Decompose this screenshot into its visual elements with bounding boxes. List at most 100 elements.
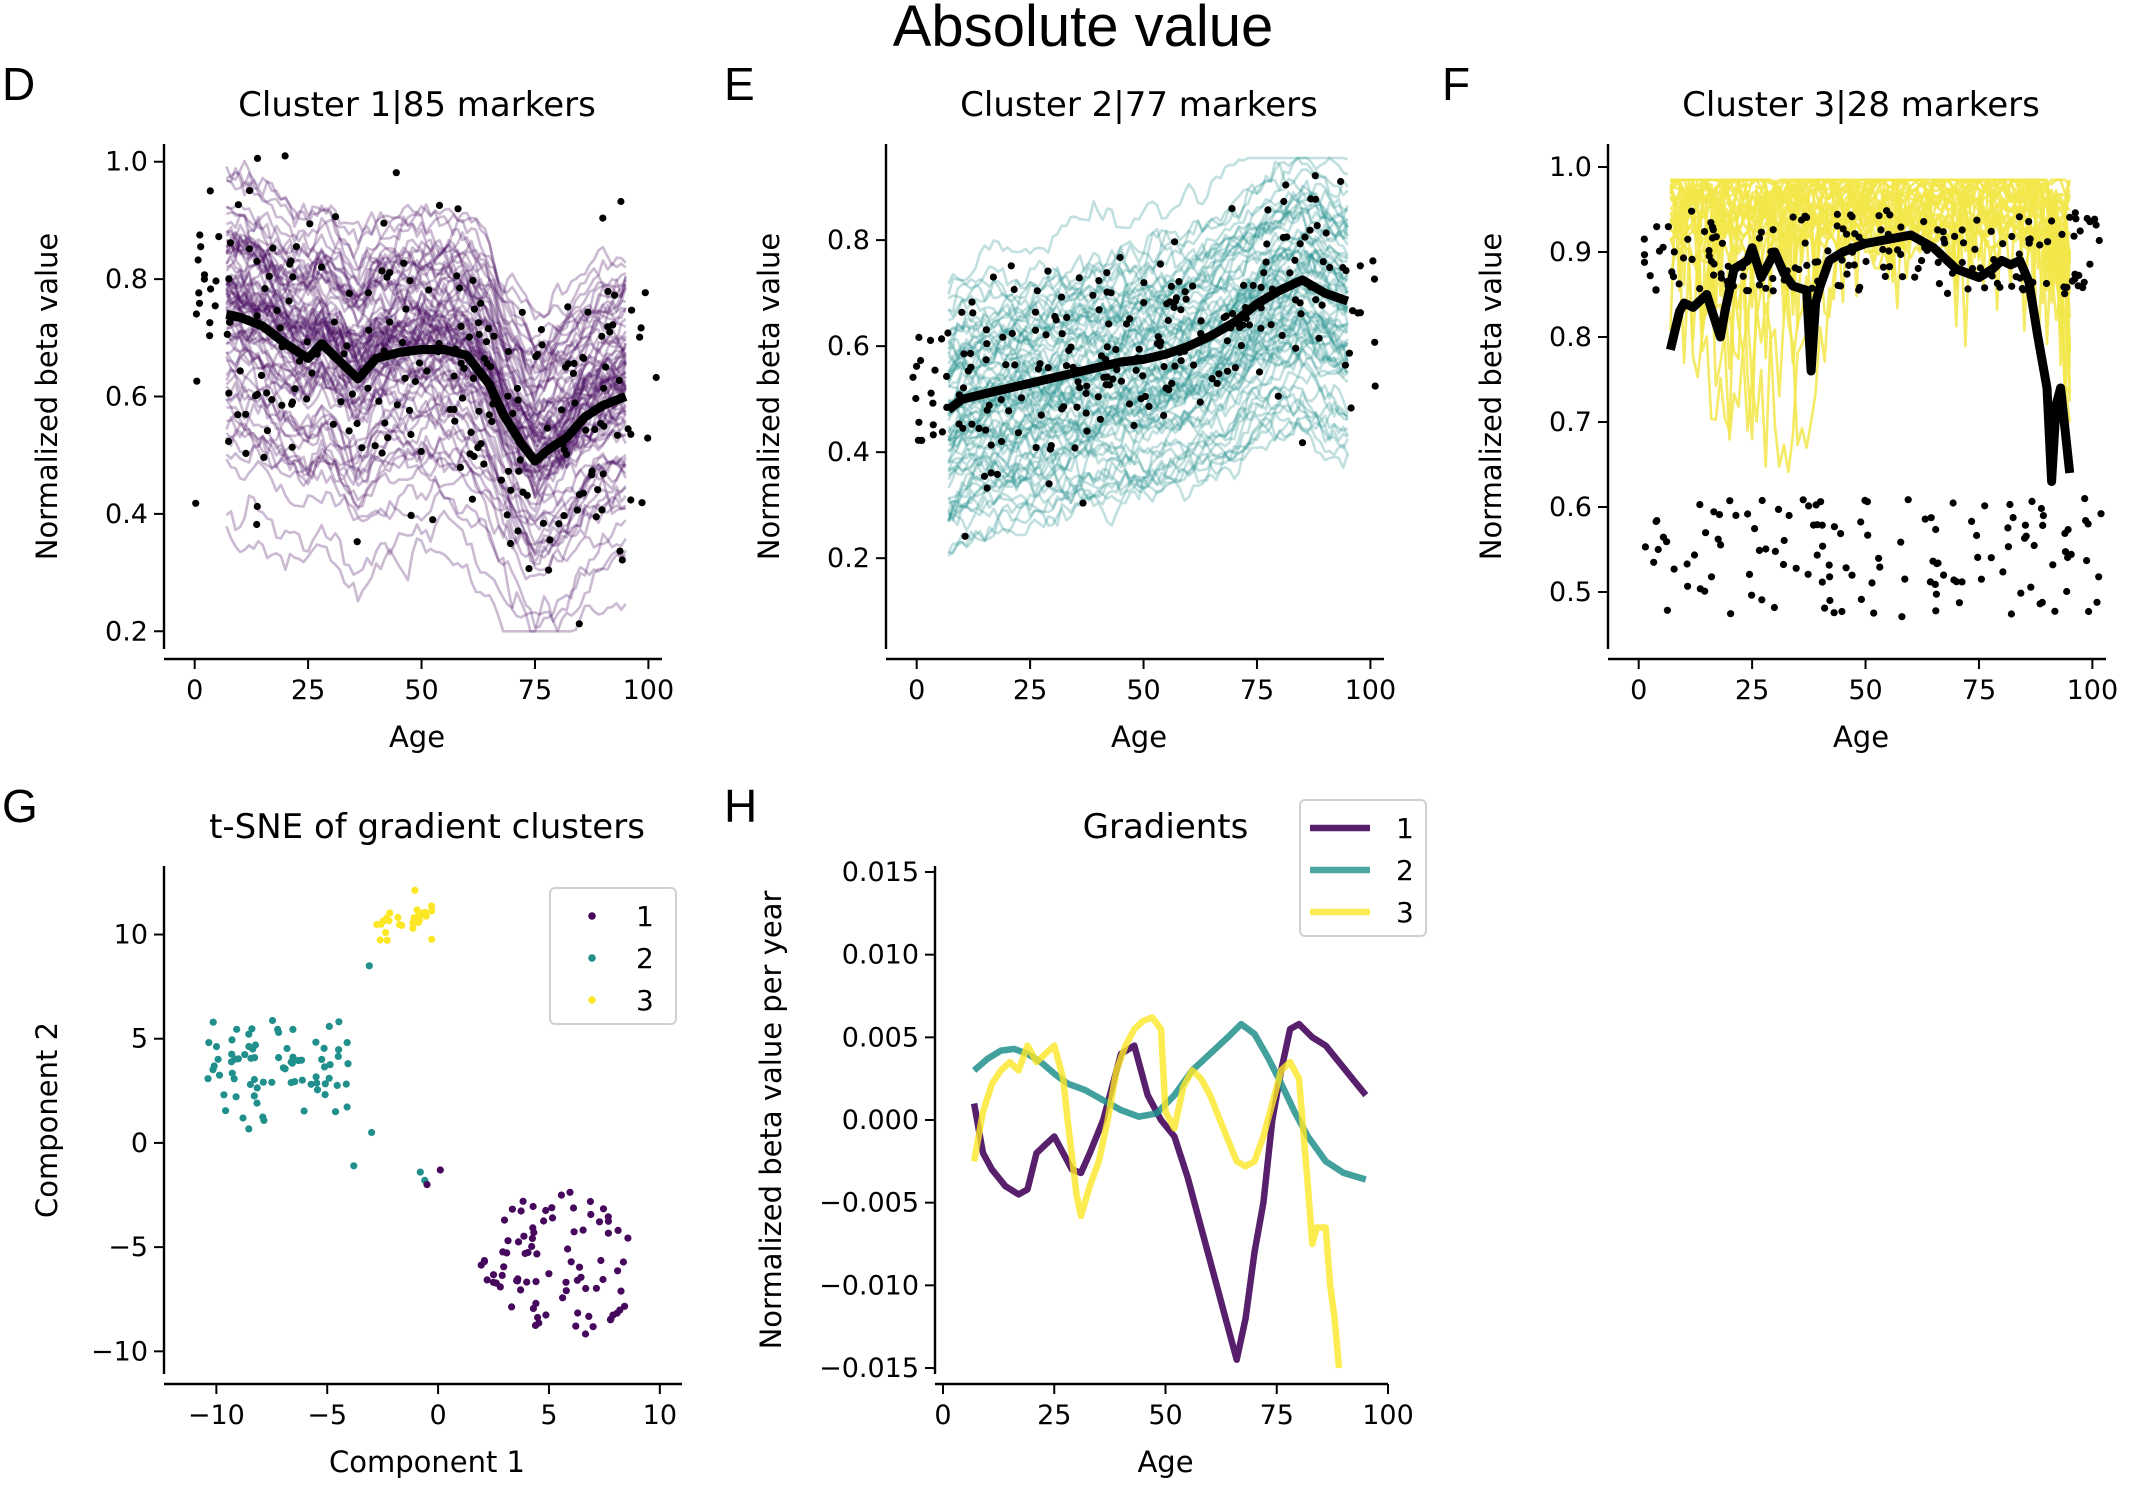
sample-point xyxy=(1153,340,1161,348)
sample-point xyxy=(1999,240,2007,248)
cluster-1-points xyxy=(477,1188,632,1338)
sample-point xyxy=(1897,538,1905,546)
sample-point xyxy=(1652,286,1660,294)
sample-point xyxy=(1748,591,1756,599)
sample-point xyxy=(504,467,513,475)
sample-point xyxy=(1758,596,1766,604)
sample-point xyxy=(1932,607,1940,615)
sample-point xyxy=(353,419,361,428)
x-tick-label: 100 xyxy=(1362,1400,1414,1431)
sample-point xyxy=(2009,514,2017,522)
sample-point xyxy=(212,277,220,285)
sample-point xyxy=(1818,578,1826,586)
sample-point xyxy=(1083,427,1091,435)
marker-line xyxy=(947,337,1349,481)
scatter-point xyxy=(212,1043,221,1051)
sample-point xyxy=(1717,274,1726,282)
marker-line xyxy=(225,306,627,472)
sample-point xyxy=(343,342,351,350)
scatter-point xyxy=(519,1197,527,1205)
sample-point xyxy=(263,427,271,435)
scatter-point xyxy=(239,1114,247,1122)
marker-line xyxy=(947,266,1349,395)
sample-points xyxy=(1640,207,2105,621)
marker-line xyxy=(947,384,1349,489)
sample-point xyxy=(1770,603,1778,612)
sample-point xyxy=(1683,560,1691,568)
scatter-point xyxy=(222,1107,230,1115)
y-tick-label: 5 xyxy=(131,1024,148,1055)
sample-point xyxy=(985,401,993,409)
scatter-point xyxy=(368,1128,376,1137)
sample-point xyxy=(1914,264,1922,273)
sample-point xyxy=(400,259,408,267)
sample-point xyxy=(1641,543,1649,551)
x-tick-label: −5 xyxy=(307,1400,347,1431)
sample-point xyxy=(560,446,568,454)
scatter-point xyxy=(253,1099,261,1107)
x-tick-label: 100 xyxy=(2067,675,2119,706)
sample-point xyxy=(1864,531,1872,539)
sample-point xyxy=(2061,290,2069,298)
sample-point xyxy=(2049,561,2057,569)
marker-line xyxy=(225,329,627,506)
marker-line xyxy=(225,444,627,623)
sample-point xyxy=(1322,229,1330,237)
marker-line xyxy=(947,399,1349,554)
marker-line xyxy=(947,182,1349,376)
sample-point xyxy=(582,426,590,434)
marker-line xyxy=(225,277,627,456)
sample-point xyxy=(982,426,990,434)
sample-point xyxy=(1296,240,1304,248)
marker-line xyxy=(225,159,627,318)
sample-point xyxy=(1927,514,1935,522)
sample-point xyxy=(975,424,983,432)
sample-point xyxy=(402,305,410,313)
scatter-point xyxy=(220,1091,228,1099)
sample-point xyxy=(506,539,515,548)
scatter-point xyxy=(423,1181,431,1189)
sample-point xyxy=(1245,321,1253,329)
x-tick-label: 25 xyxy=(291,675,325,706)
legend-marker xyxy=(588,996,596,1004)
sample-point xyxy=(997,396,1005,404)
sample-point xyxy=(538,341,546,349)
sample-point xyxy=(1842,564,1850,572)
sample-point xyxy=(225,437,233,446)
sample-point xyxy=(1949,499,1957,507)
sample-point xyxy=(1095,277,1103,285)
marker-line xyxy=(226,341,626,500)
legend-label: 2 xyxy=(636,942,654,975)
scatter-point xyxy=(589,1323,597,1331)
marker-line xyxy=(948,362,1349,555)
sample-point xyxy=(1708,223,1717,231)
sample-point xyxy=(451,417,459,425)
scatter-point xyxy=(232,1093,240,1101)
sample-point xyxy=(999,333,1007,341)
sample-point xyxy=(2063,587,2071,596)
panel-f-cluster-3: Cluster 3|28 markers 0 25 50 75 100 0.5 0.6 0.7 0… xyxy=(1474,85,2118,754)
sample-point xyxy=(1125,400,1134,408)
sample-point xyxy=(1274,392,1282,400)
marker-line xyxy=(225,336,627,513)
x-tick-label: 0 xyxy=(429,1400,446,1431)
sample-point xyxy=(2027,583,2035,591)
sample-point xyxy=(1755,234,1764,242)
sample-point xyxy=(1089,291,1097,299)
sample-point xyxy=(1140,279,1148,287)
sample-point xyxy=(337,398,345,406)
scatter-point xyxy=(498,1271,506,1279)
panel-label-h: H xyxy=(724,780,757,832)
sample-point xyxy=(317,263,326,271)
sample-point xyxy=(616,547,624,555)
sample-point xyxy=(1705,252,1713,260)
sample-point xyxy=(1843,230,1851,238)
marker-line xyxy=(226,385,626,519)
marker-line xyxy=(226,167,627,352)
marker-line xyxy=(225,308,627,475)
scatter-point xyxy=(247,1054,255,1062)
scatter-point xyxy=(283,1044,291,1053)
scatter-point xyxy=(559,1294,567,1302)
sample-point xyxy=(378,449,386,457)
